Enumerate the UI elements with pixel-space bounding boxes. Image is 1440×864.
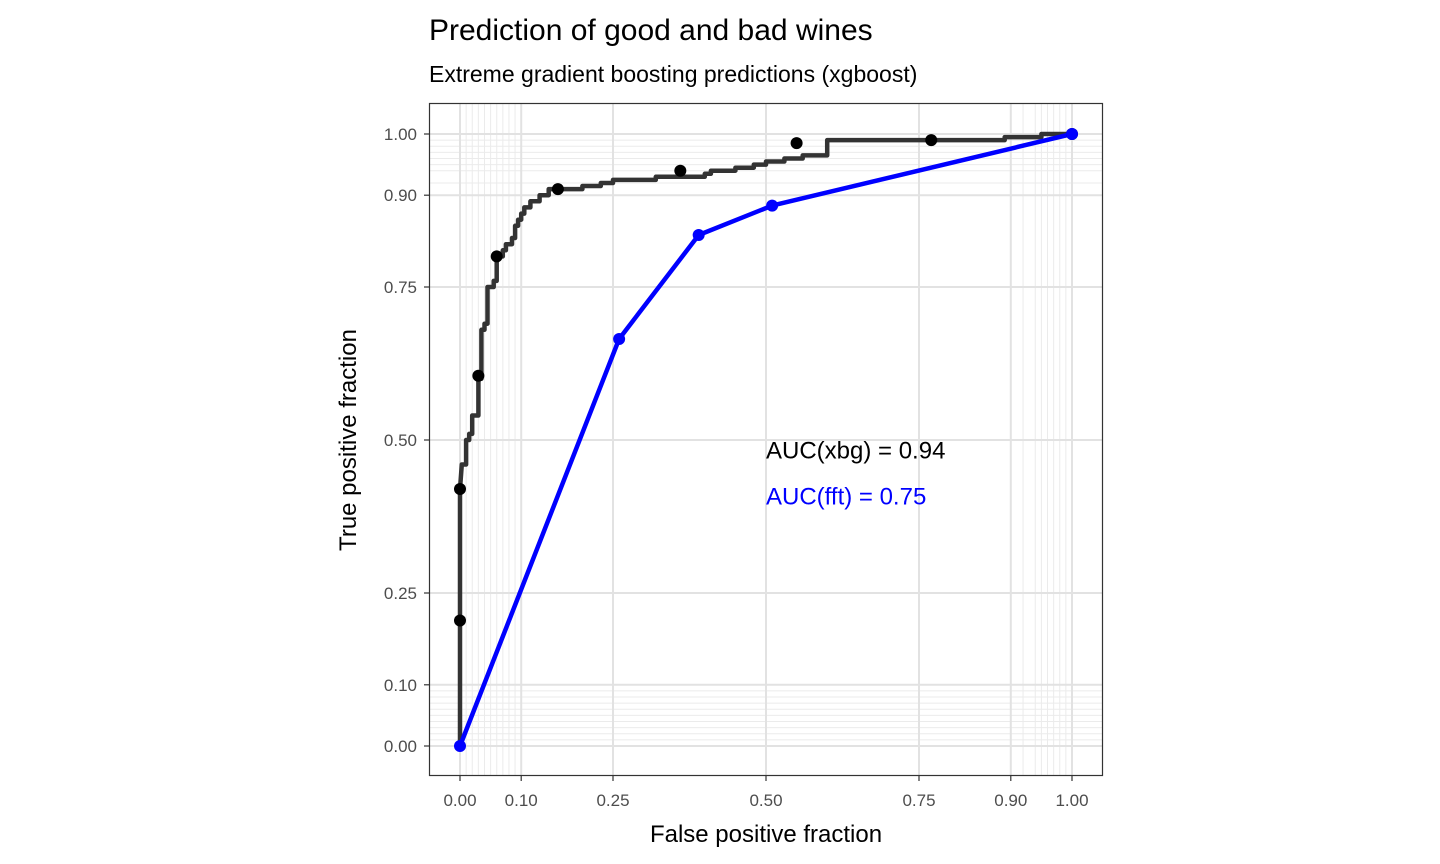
y-axis-title: True positive fraction <box>335 329 362 551</box>
series-layer <box>454 128 1078 752</box>
y-tick-label: 0.90 <box>384 186 417 205</box>
series-1-point <box>613 333 626 346</box>
series-0-point <box>790 137 803 150</box>
x-tick-label: 0.90 <box>994 791 1027 810</box>
chart-title: Prediction of good and bad wines <box>429 14 873 47</box>
chart-subtitle: Extreme gradient boosting predictions (x… <box>429 61 917 87</box>
y-tick-label: 0.25 <box>384 584 417 603</box>
series-1-point <box>1066 128 1078 140</box>
auc-annotation-0: AUC(xbg) = 0.94 <box>766 437 945 464</box>
series-1-point <box>692 228 705 241</box>
x-axis-title: False positive fraction <box>650 821 882 848</box>
x-axis: 0.00 0.10 0.25 0.50 0.75 0.90 1.00 <box>443 775 1089 810</box>
series-0-point <box>454 482 466 495</box>
annotations: AUC(xbg) = 0.94 AUC(fft) = 0.75 <box>766 437 945 510</box>
series-0-point <box>454 614 466 627</box>
y-tick-label: 1.00 <box>384 125 417 144</box>
series-0-point <box>674 164 687 177</box>
series-0-point <box>925 134 938 147</box>
auc-annotation-1: AUC(fft) = 0.75 <box>766 483 926 510</box>
x-tick-label: 1.00 <box>1055 791 1088 810</box>
plot-grid <box>430 104 1102 775</box>
series-1-point <box>454 740 466 752</box>
y-tick-label: 0.10 <box>384 676 417 695</box>
series-0-point <box>472 369 485 382</box>
x-tick-label: 0.00 <box>443 791 476 810</box>
y-tick-label: 0.00 <box>384 737 417 756</box>
x-tick-label: 0.25 <box>596 791 629 810</box>
y-tick-label: 0.50 <box>384 431 417 450</box>
x-tick-label: 0.10 <box>505 791 538 810</box>
x-tick-label: 0.50 <box>749 791 782 810</box>
y-axis: 0.00 0.10 0.25 0.50 0.75 0.90 1.00 <box>384 125 430 756</box>
series-1-point <box>766 199 779 212</box>
x-tick-label: 0.75 <box>902 791 935 810</box>
series-0-point <box>490 250 503 263</box>
series-0-point <box>551 183 564 196</box>
y-tick-label: 0.75 <box>384 278 417 297</box>
